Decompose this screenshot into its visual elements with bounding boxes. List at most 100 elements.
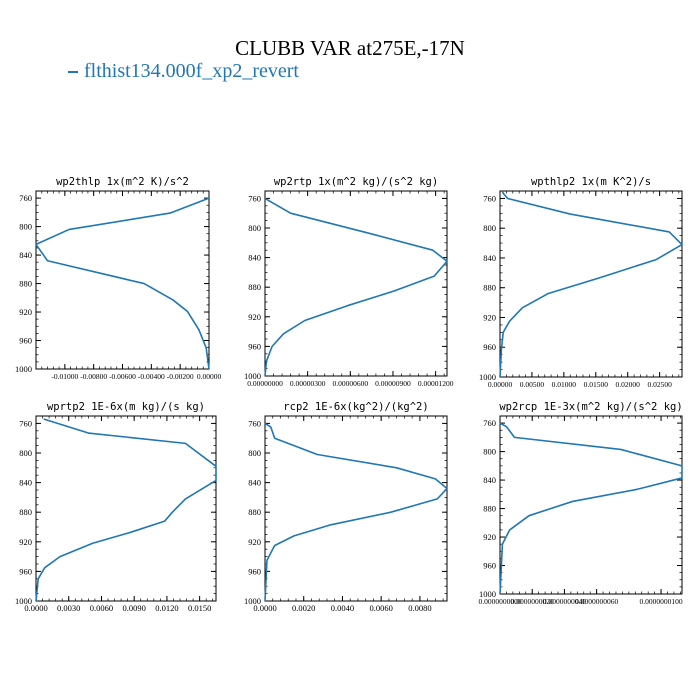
y-tick-label: 920 — [248, 537, 261, 547]
y-tick-label: 920 — [483, 532, 496, 542]
x-tick-label: 0.0000 — [253, 603, 276, 613]
x-tick-label: 0.0060 — [369, 603, 392, 613]
y-tick-label: 800 — [19, 222, 32, 232]
plot-frame — [499, 415, 683, 595]
y-tick-label: 920 — [483, 312, 496, 322]
subplot-1: wp2thlp 1x(m^2 K)/s^2 760 800 840 880 920 960 1… — [15, 176, 221, 381]
y-tick-label: 880 — [483, 283, 496, 293]
y-tick-label: 960 — [19, 336, 32, 346]
y-tick-label: 880 — [248, 282, 261, 292]
legend: flthist134.000f_xp2_revert — [68, 60, 299, 83]
x-tick-label: 0.00000 — [488, 380, 513, 389]
y-tick-label: 880 — [483, 504, 496, 514]
y-tick-label: 880 — [19, 279, 32, 289]
y-tick-label: 800 — [19, 448, 32, 458]
subplot-2: wp2rtp 1x(m^2 kg)/(s^2 kg) 760 800 840 880 92… — [244, 176, 454, 388]
series-line — [499, 190, 683, 378]
y-tick-label: 800 — [248, 448, 261, 458]
subplot-title: wpthlp2 1x(m K^2)/s — [531, 176, 651, 188]
x-tick-label: 0.01500 — [584, 380, 609, 389]
x-tick-label: -0.00800 — [80, 372, 107, 381]
x-tick-label: 0.00000600 — [333, 379, 369, 388]
figure-title: CLUBB VAR at275E,-17N — [235, 36, 465, 60]
x-tick-label: 0.01000 — [552, 380, 577, 389]
series-line — [264, 422, 448, 602]
plot-frame — [264, 190, 448, 377]
x-tick-label: 0.0000000020 — [511, 597, 554, 606]
subplot-4: wprtp2 1E-6x(m kg)/(s kg) 760 800 840 880 920… — [15, 401, 217, 613]
subplot-5: rcp2 1E-6x(kg^2)/(kg^2) 760 800 840 880 920 96… — [244, 401, 448, 613]
x-tick-label: 0.00000900 — [375, 379, 411, 388]
y-tick-label: 920 — [248, 312, 261, 322]
y-tick-label: 840 — [248, 253, 261, 263]
x-tick-label: -0.00600 — [109, 372, 136, 381]
x-tick-label: 0.0030 — [57, 603, 80, 613]
plot-frame — [499, 190, 683, 378]
x-tick-label: 0.0000 — [24, 603, 47, 613]
x-tick-label: 0.00001200 — [418, 379, 454, 388]
y-tick-label: 760 — [483, 193, 496, 203]
x-tick-label: 0.0000000040 — [543, 597, 586, 606]
x-tick-label: 0.02000 — [616, 380, 641, 389]
plot-frame — [264, 415, 448, 602]
subplot-title: wp2rcp 1E-3x(m^2 kg)/(s^2 kg) — [499, 401, 682, 413]
series-line — [35, 418, 217, 602]
y-tick-label: 760 — [248, 418, 261, 428]
x-tick-label: -0.01000 — [51, 372, 78, 381]
y-tick-label: 800 — [483, 447, 496, 457]
series-line — [264, 197, 448, 377]
y-tick-label: 880 — [248, 507, 261, 517]
legend-line-swatch — [68, 71, 78, 74]
y-tick-label: 880 — [19, 507, 32, 517]
x-tick-label: 0.00000000 — [247, 379, 283, 388]
y-tick-label: 960 — [248, 341, 261, 351]
y-tick-label: 960 — [19, 566, 32, 576]
x-tick-label: 0.00000 — [197, 372, 222, 381]
y-tick-label: 960 — [248, 566, 261, 576]
x-tick-label: 0.00500 — [520, 380, 545, 389]
x-tick-label: 0.0150 — [188, 603, 211, 613]
y-tick-label: 920 — [19, 537, 32, 547]
y-tick-label: 800 — [483, 223, 496, 233]
x-tick-label: 0.0090 — [122, 603, 145, 613]
y-tick-label: 840 — [19, 478, 32, 488]
y-tick-label: 1000 — [15, 596, 32, 606]
subplot-6: wp2rcp 1E-3x(m^2 kg)/(s^2 kg)760 800 840 88… — [478, 401, 682, 606]
y-tick-label: 1000 — [479, 589, 496, 599]
subplot-title: wp2thlp 1x(m^2 K)/s^2 — [56, 176, 189, 188]
y-tick-label: 760 — [248, 193, 261, 203]
y-tick-label: 1000 — [479, 372, 496, 382]
x-tick-label: 0.00000300 — [290, 379, 326, 388]
subplot-title: rcp2 1E-6x(kg^2)/(kg^2) — [283, 401, 428, 413]
x-tick-label: 0.02500 — [647, 380, 672, 389]
y-tick-label: 840 — [483, 253, 496, 263]
series-line — [35, 197, 210, 370]
series-line — [499, 422, 683, 595]
x-tick-label: 0.0060 — [90, 603, 113, 613]
y-tick-label: 840 — [248, 478, 261, 488]
subplot-title: wp2rtp 1x(m^2 kg)/(s^2 kg) — [274, 176, 438, 188]
legend-label: flthist134.000f_xp2_revert — [84, 60, 299, 82]
x-tick-label: 0.0000000000 — [478, 597, 521, 606]
y-tick-label: 760 — [19, 193, 32, 203]
x-tick-label: 0.0080 — [408, 603, 431, 613]
x-tick-label: 0.0120 — [155, 603, 178, 613]
y-tick-label: 840 — [19, 250, 32, 260]
plot-frame — [35, 415, 217, 602]
y-tick-label: 920 — [19, 307, 32, 317]
y-tick-label: 760 — [483, 418, 496, 428]
y-tick-label: 960 — [483, 561, 496, 571]
x-tick-label: 0.0000000060 — [575, 597, 618, 606]
subplot-title: wprtp2 1E-6x(m kg)/(s kg) — [47, 401, 205, 413]
x-tick-label: 0.0020 — [292, 603, 315, 613]
x-tick-label: 0.0040 — [331, 603, 354, 613]
x-tick-label: -0.00400 — [138, 372, 165, 381]
y-tick-label: 1000 — [15, 364, 32, 374]
y-tick-label: 760 — [19, 418, 32, 428]
x-tick-label: -0.00200 — [167, 372, 194, 381]
y-tick-label: 1000 — [244, 596, 261, 606]
y-tick-label: 840 — [483, 475, 496, 485]
y-tick-label: 1000 — [244, 371, 261, 381]
y-tick-label: 800 — [248, 223, 261, 233]
